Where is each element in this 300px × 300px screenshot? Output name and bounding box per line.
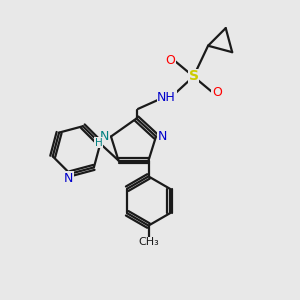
Text: S: S <box>188 70 199 83</box>
Text: N: N <box>100 130 109 143</box>
Text: O: O <box>165 53 175 67</box>
Text: NH: NH <box>157 91 176 104</box>
Text: H: H <box>94 137 102 148</box>
Text: O: O <box>212 86 222 100</box>
Text: N: N <box>158 130 167 143</box>
Text: N: N <box>64 172 73 185</box>
Text: CH₃: CH₃ <box>138 237 159 247</box>
